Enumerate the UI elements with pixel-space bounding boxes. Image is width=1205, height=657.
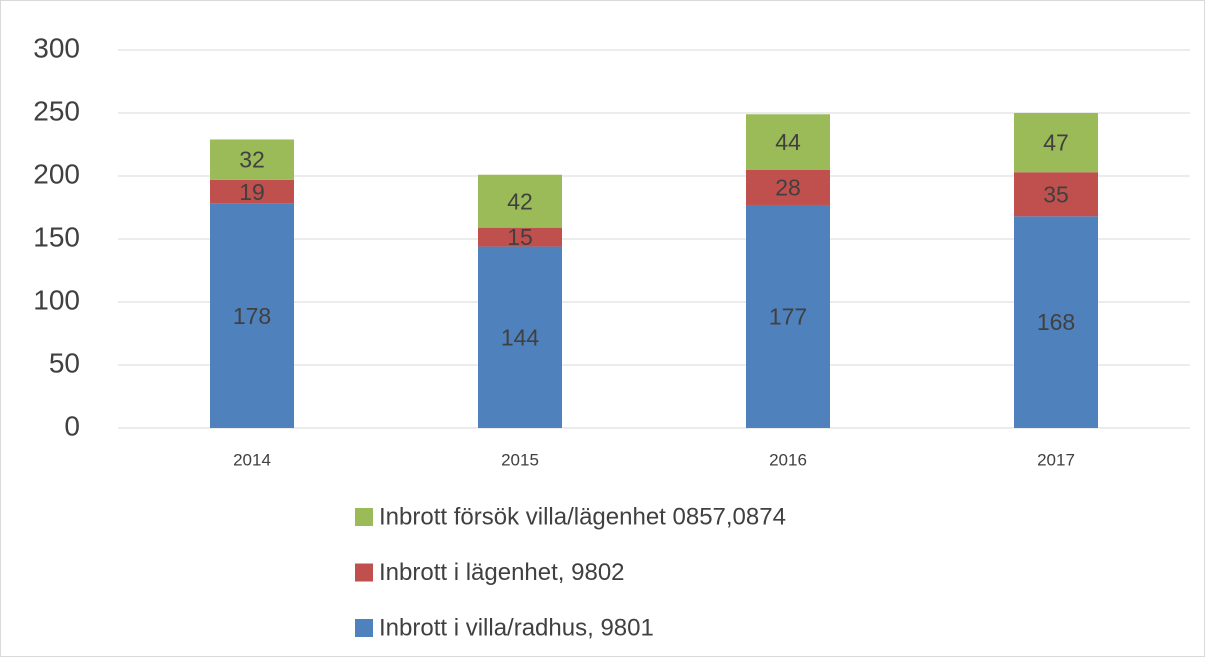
data-label: 28 — [775, 174, 801, 200]
x-tick-label: 2017 — [1037, 450, 1075, 469]
bar-segment — [478, 174, 562, 228]
bar-segment — [210, 139, 294, 180]
bar-segment — [1014, 172, 1098, 217]
y-tick-label: 150 — [33, 221, 80, 252]
data-label: 15 — [507, 224, 533, 250]
y-tick-label: 100 — [33, 284, 80, 315]
legend-label: Inbrott försök villa/lägenhet 0857,0874 — [379, 503, 786, 530]
data-label: 178 — [233, 303, 271, 329]
data-label: 42 — [507, 188, 533, 214]
data-label: 19 — [239, 179, 265, 205]
bar-segment — [210, 203, 294, 428]
y-tick-label: 0 — [64, 410, 80, 441]
bar-segment — [478, 246, 562, 428]
bar-segment — [1014, 113, 1098, 173]
bar-segment — [746, 204, 830, 428]
legend-swatch — [355, 563, 373, 582]
y-tick-label: 300 — [33, 32, 80, 63]
bar-segment — [210, 179, 294, 204]
bar-segment — [746, 114, 830, 170]
bar-segment — [1014, 216, 1098, 428]
legend-swatch — [355, 619, 373, 637]
legend-label: Inbrott i villa/radhus, 9801 — [379, 614, 654, 641]
data-label: 168 — [1037, 309, 1075, 335]
x-tick-label: 2014 — [233, 450, 271, 469]
data-label: 32 — [239, 147, 265, 173]
data-label: 47 — [1043, 130, 1069, 156]
bar-segment — [478, 227, 562, 247]
data-label: 177 — [769, 304, 807, 330]
legend-label: Inbrott i lägenhet, 9802 — [379, 559, 625, 586]
data-label: 144 — [501, 324, 540, 350]
data-label: 44 — [775, 129, 801, 155]
data-label: 35 — [1043, 181, 1069, 207]
y-tick-label: 200 — [33, 158, 80, 189]
x-tick-label: 2016 — [769, 450, 807, 469]
x-tick-label: 2015 — [501, 450, 539, 469]
y-tick-label: 50 — [49, 347, 80, 378]
legend-swatch — [355, 508, 373, 526]
bar-segment — [746, 169, 830, 205]
y-tick-label: 250 — [33, 95, 80, 126]
